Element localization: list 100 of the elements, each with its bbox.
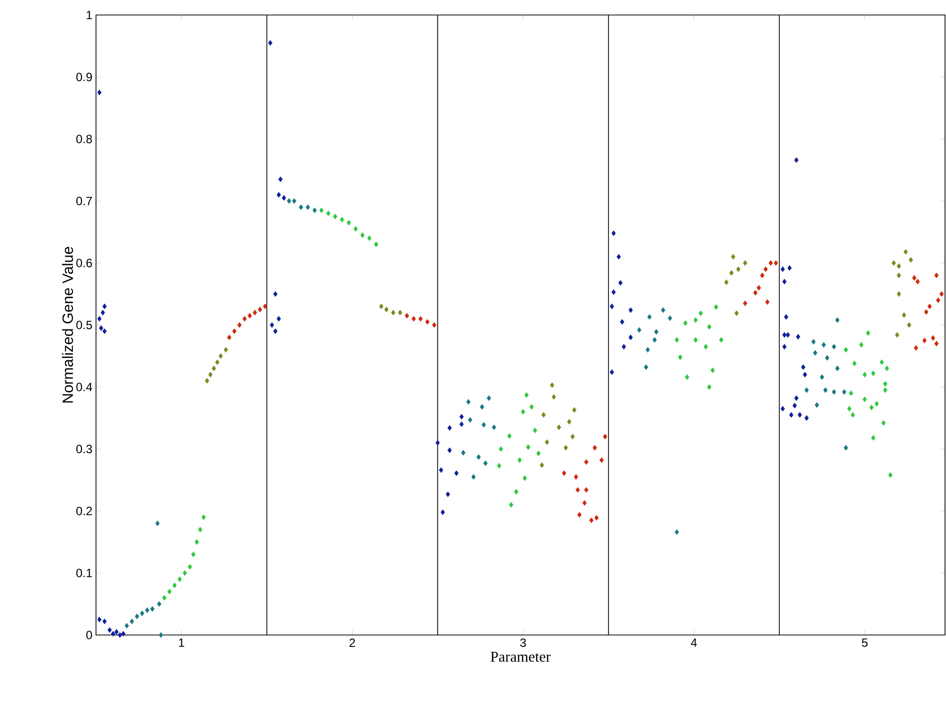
- point: [789, 412, 794, 418]
- y-tick-label: 0: [86, 630, 92, 640]
- x-tick-label: 4: [690, 638, 697, 647]
- point: [628, 334, 633, 340]
- point: [637, 327, 642, 333]
- point: [384, 306, 389, 312]
- point: [100, 310, 105, 316]
- y-tick-label: 0.4: [76, 382, 92, 392]
- point: [824, 355, 830, 361]
- point: [786, 332, 790, 338]
- point: [391, 310, 396, 316]
- point: [134, 614, 140, 620]
- point: [438, 467, 444, 473]
- point: [654, 329, 658, 335]
- point: [273, 328, 278, 334]
- point: [140, 610, 144, 616]
- point: [471, 474, 476, 480]
- point: [447, 447, 452, 454]
- y-tick-label: 0.7: [76, 196, 92, 206]
- point: [574, 474, 578, 480]
- point: [227, 334, 232, 340]
- y-tick-label: 1: [86, 10, 92, 20]
- point: [252, 310, 258, 316]
- y-tick-label: 0.9: [76, 72, 92, 82]
- point: [572, 407, 576, 413]
- point: [610, 304, 614, 310]
- point: [562, 470, 566, 476]
- point: [292, 198, 296, 204]
- point: [647, 314, 652, 320]
- point: [418, 316, 423, 322]
- point: [118, 632, 122, 638]
- point: [832, 389, 836, 395]
- point: [927, 304, 932, 310]
- point: [540, 462, 544, 468]
- point: [763, 266, 768, 272]
- point: [98, 325, 104, 331]
- point: [204, 378, 210, 384]
- point: [896, 263, 902, 269]
- point: [934, 272, 939, 278]
- point: [556, 424, 562, 430]
- point: [108, 627, 112, 633]
- x-tick-label: 5: [862, 638, 868, 647]
- point: [622, 344, 626, 350]
- point: [102, 618, 107, 624]
- point: [618, 280, 623, 286]
- point: [270, 322, 274, 328]
- point: [262, 304, 268, 310]
- point: [278, 176, 283, 182]
- point: [237, 322, 242, 328]
- point: [804, 415, 809, 421]
- point: [674, 529, 679, 535]
- point: [480, 404, 484, 410]
- point: [552, 394, 556, 400]
- point: [570, 434, 575, 440]
- point: [906, 322, 912, 328]
- point: [729, 270, 734, 276]
- point: [780, 406, 785, 412]
- point: [792, 402, 797, 408]
- point: [611, 230, 616, 236]
- point: [150, 606, 155, 612]
- point: [541, 412, 546, 418]
- point: [97, 616, 102, 622]
- point: [600, 457, 604, 463]
- point: [454, 470, 459, 476]
- point: [644, 364, 648, 370]
- point: [736, 266, 740, 272]
- point: [273, 291, 278, 297]
- x-tick-label: 3: [520, 638, 526, 647]
- point: [212, 366, 216, 372]
- point: [447, 425, 452, 431]
- point: [306, 204, 310, 210]
- point: [482, 422, 486, 428]
- point: [124, 622, 129, 628]
- point: [774, 260, 778, 266]
- point: [661, 307, 666, 313]
- point: [242, 316, 247, 322]
- point: [814, 402, 820, 408]
- point: [379, 304, 384, 310]
- point: [896, 272, 902, 278]
- point: [934, 340, 939, 346]
- point: [157, 601, 162, 607]
- point: [842, 389, 846, 395]
- point: [802, 372, 808, 378]
- point: [468, 417, 472, 423]
- point: [922, 338, 927, 344]
- point: [232, 328, 237, 334]
- point: [822, 342, 826, 348]
- point: [912, 275, 916, 281]
- point: [796, 334, 800, 340]
- point: [550, 382, 554, 388]
- point: [914, 345, 918, 351]
- point: [784, 314, 788, 320]
- point: [835, 317, 840, 323]
- point: [936, 297, 940, 303]
- point: [916, 278, 920, 284]
- x-tick-label: 2: [350, 638, 355, 647]
- point: [425, 319, 430, 325]
- point: [939, 291, 944, 297]
- point: [628, 307, 633, 313]
- point: [724, 279, 729, 286]
